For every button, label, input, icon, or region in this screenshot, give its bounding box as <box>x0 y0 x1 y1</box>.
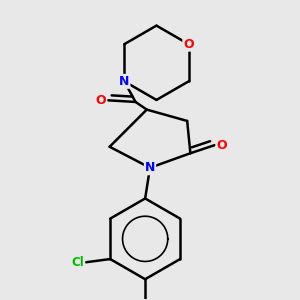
Text: Cl: Cl <box>71 256 84 269</box>
Text: O: O <box>183 38 194 51</box>
Text: N: N <box>145 161 155 174</box>
Text: O: O <box>216 139 227 152</box>
Text: N: N <box>119 75 130 88</box>
Text: O: O <box>96 94 106 107</box>
